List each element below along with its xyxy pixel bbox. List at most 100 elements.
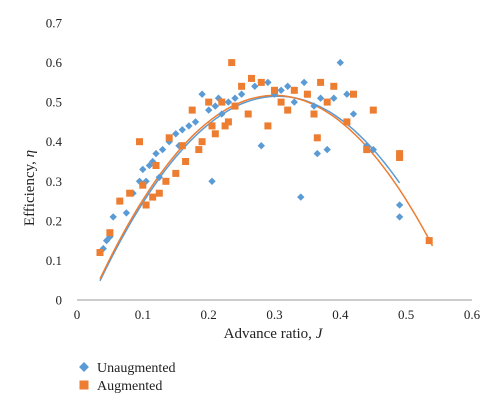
point-unaugmented xyxy=(277,86,285,94)
point-augmented xyxy=(208,122,216,130)
point-unaugmented xyxy=(205,106,213,114)
point-augmented xyxy=(323,98,331,106)
y-tick-label: 0.2 xyxy=(46,213,62,228)
point-unaugmented xyxy=(155,173,163,181)
point-augmented xyxy=(142,201,150,209)
point-augmented xyxy=(425,237,433,245)
x-tick-label: 0.3 xyxy=(266,307,282,322)
point-augmented xyxy=(231,102,239,110)
point-unaugmented xyxy=(224,98,233,106)
y-tick-label: 0.1 xyxy=(46,253,62,268)
x-axis-label-text: Advance ratio, xyxy=(224,326,316,342)
point-augmented xyxy=(257,78,265,86)
point-augmented xyxy=(188,106,196,114)
y-axis-label-text: Efficiency, xyxy=(22,157,38,226)
point-unaugmented xyxy=(264,78,272,87)
y-tick-label: 0.4 xyxy=(46,134,63,149)
point-augmented xyxy=(139,181,147,189)
point-unaugmented xyxy=(330,94,338,102)
point-augmented xyxy=(162,177,170,185)
point-unaugmented xyxy=(316,94,325,102)
y-axis-label-symbol: η xyxy=(22,150,38,157)
data-points xyxy=(96,58,433,256)
point-augmented xyxy=(264,122,272,130)
point-unaugmented xyxy=(336,58,344,67)
trend-line-augmented xyxy=(99,94,434,280)
point-augmented xyxy=(317,78,325,86)
point-augmented xyxy=(238,82,246,90)
point-augmented xyxy=(182,158,190,165)
point-unaugmented xyxy=(284,82,292,90)
point-augmented xyxy=(396,150,404,158)
point-augmented xyxy=(106,229,114,237)
x-tick-label: 0.6 xyxy=(464,307,481,322)
point-unaugmented xyxy=(297,193,305,201)
point-augmented xyxy=(228,59,236,67)
point-augmented xyxy=(198,138,206,146)
point-augmented xyxy=(126,189,134,197)
y-tick-label: 0 xyxy=(56,293,63,308)
y-tick-label: 0.7 xyxy=(46,16,63,31)
point-augmented xyxy=(149,193,157,201)
point-unaugmented xyxy=(369,145,377,154)
point-unaugmented xyxy=(139,165,147,174)
x-tick-label: 0.5 xyxy=(398,307,414,322)
y-tick-label: 0.3 xyxy=(46,174,62,189)
point-unaugmented xyxy=(185,122,193,130)
point-augmented xyxy=(96,249,104,256)
point-augmented xyxy=(248,74,255,82)
point-unaugmented xyxy=(218,110,226,118)
x-tick-label: 0.2 xyxy=(201,307,217,322)
point-unaugmented xyxy=(395,213,404,221)
point-augmented xyxy=(152,162,160,169)
point-augmented xyxy=(195,146,203,154)
point-augmented xyxy=(205,98,213,106)
x-tick-labels: 0 0.1 0.2 0.3 0.4 0.5 0.6 xyxy=(74,307,481,322)
point-augmented xyxy=(350,90,357,98)
x-tick-label: 0.1 xyxy=(135,307,151,322)
point-augmented xyxy=(310,110,318,118)
x-axis-label-symbol: J xyxy=(316,326,324,342)
point-unaugmented xyxy=(237,90,246,98)
point-augmented xyxy=(290,86,298,94)
point-unaugmented xyxy=(198,90,206,98)
y-axis-label: Efficiency, η xyxy=(22,150,38,226)
point-augmented xyxy=(155,189,163,197)
trend-line-unaugmented xyxy=(99,95,401,282)
point-unaugmented xyxy=(122,209,131,217)
series-unaugmented xyxy=(99,58,404,253)
legend-label-augmented: Augmented xyxy=(97,379,162,394)
point-augmented xyxy=(244,110,252,118)
point-augmented xyxy=(271,86,278,94)
x-tick-label: 0 xyxy=(74,307,81,322)
point-augmented xyxy=(172,169,180,177)
point-unaugmented xyxy=(300,78,308,87)
point-unaugmented xyxy=(395,201,404,209)
point-augmented xyxy=(277,98,285,106)
point-augmented xyxy=(221,122,229,130)
legend-item-unaugmented: Unaugmented xyxy=(79,361,176,376)
y-tick-label: 0.6 xyxy=(46,55,63,70)
point-unaugmented xyxy=(231,94,239,102)
x-tick-label: 0.4 xyxy=(332,307,349,322)
point-unaugmented xyxy=(158,145,167,154)
point-augmented xyxy=(136,138,143,146)
point-augmented xyxy=(116,197,124,205)
point-unaugmented xyxy=(178,126,186,134)
point-unaugmented xyxy=(109,213,117,221)
point-augmented xyxy=(369,106,377,114)
point-augmented xyxy=(165,134,173,142)
point-augmented xyxy=(303,90,311,98)
legend-label-unaugmented: Unaugmented xyxy=(97,361,176,376)
point-unaugmented xyxy=(323,145,331,154)
point-augmented xyxy=(396,154,404,161)
legend-marker-augmented xyxy=(79,380,89,390)
point-unaugmented xyxy=(191,118,200,126)
point-augmented xyxy=(211,130,219,138)
trend-lines xyxy=(99,94,434,282)
series-augmented xyxy=(96,59,433,256)
point-unaugmented xyxy=(152,149,160,158)
legend: Unaugmented Augmented xyxy=(79,361,176,394)
point-augmented xyxy=(284,106,292,114)
